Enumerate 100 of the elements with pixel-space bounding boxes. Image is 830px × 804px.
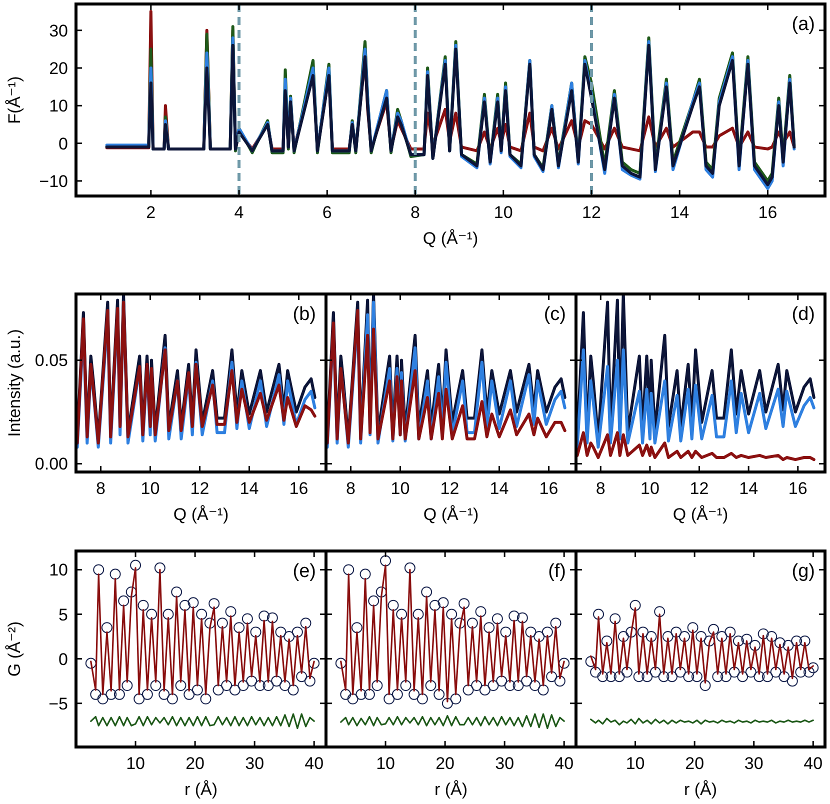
point (446, 608, 458, 620)
point (288, 684, 299, 696)
point (234, 622, 245, 634)
point (642, 671, 653, 682)
x-axis-title: Q (Å⁻¹) (423, 505, 479, 524)
point (529, 680, 540, 692)
point (766, 631, 778, 642)
point (521, 676, 532, 687)
point (525, 626, 536, 638)
point (492, 613, 503, 624)
x-tick-label: 14 (490, 479, 509, 498)
point (799, 635, 810, 646)
point (601, 635, 612, 646)
x-tick-label: 12 (190, 479, 210, 498)
point (388, 600, 399, 611)
point (200, 693, 212, 704)
point (741, 634, 752, 645)
x-tick-label: 12 (690, 479, 709, 498)
point (429, 600, 440, 611)
y-tick-label: 0 (58, 134, 68, 154)
x-tick-label: 10 (140, 479, 160, 498)
point (154, 562, 166, 574)
point (93, 564, 104, 576)
point (737, 671, 748, 682)
point (732, 635, 744, 646)
x-tick-label: 40 (304, 754, 324, 773)
point (762, 671, 773, 682)
point (372, 680, 383, 692)
point (300, 618, 312, 629)
point (646, 631, 657, 642)
point (238, 680, 249, 692)
point (308, 658, 320, 669)
point (546, 671, 558, 682)
point (142, 688, 153, 700)
point (351, 622, 362, 634)
x-tick-label: 8 (410, 203, 420, 222)
point (340, 688, 352, 700)
point (658, 671, 670, 682)
point (534, 631, 545, 642)
point (229, 684, 240, 696)
y-tick-label: −10 (39, 172, 68, 191)
point (138, 600, 149, 611)
annotation: (d) (792, 304, 815, 325)
point (343, 564, 354, 576)
y-tick-label: 10 (49, 96, 68, 116)
point (650, 666, 661, 678)
point (284, 631, 295, 642)
point (179, 600, 190, 611)
annotation: (c) (544, 304, 566, 325)
point (614, 671, 625, 682)
point (279, 680, 290, 692)
point (704, 635, 715, 646)
point (683, 671, 694, 682)
point (347, 693, 358, 704)
point (637, 626, 648, 638)
point (434, 688, 445, 700)
point (171, 586, 182, 598)
point (770, 666, 782, 678)
point (708, 624, 720, 635)
annotation: (a) (792, 14, 815, 35)
x-tick-label: 40 (804, 754, 823, 773)
point (662, 631, 674, 642)
point (678, 631, 690, 642)
point (175, 680, 186, 692)
point (184, 688, 195, 700)
point (716, 631, 728, 642)
point (484, 622, 495, 634)
point (700, 680, 711, 692)
point (225, 606, 236, 618)
point (621, 666, 632, 678)
x-tick-label: 10 (126, 754, 145, 773)
x-tick-label: 12 (440, 479, 460, 498)
point (438, 597, 449, 608)
point (188, 597, 199, 608)
point (275, 626, 286, 638)
x-tick-label: 8 (96, 479, 106, 498)
x-tick-label: 16 (289, 479, 308, 498)
point (696, 631, 707, 642)
point (471, 680, 482, 692)
point (786, 676, 798, 687)
point (508, 610, 520, 622)
x-tick-label: 10 (640, 479, 660, 498)
point (479, 684, 490, 696)
annotation: (g) (792, 561, 815, 582)
point (618, 631, 629, 642)
point (720, 671, 732, 682)
point (97, 693, 108, 704)
x-tick-label: 30 (245, 754, 264, 773)
y-tick-label: 10 (49, 560, 68, 580)
point (364, 688, 375, 700)
y-tick-label: 20 (49, 59, 68, 78)
point (758, 628, 769, 640)
point (630, 600, 641, 611)
point (250, 626, 262, 638)
point (593, 608, 604, 620)
point (266, 612, 278, 624)
x-tick-label: 20 (685, 754, 704, 773)
x-tick-label: 20 (436, 754, 455, 773)
point (246, 676, 258, 687)
point (554, 676, 566, 687)
